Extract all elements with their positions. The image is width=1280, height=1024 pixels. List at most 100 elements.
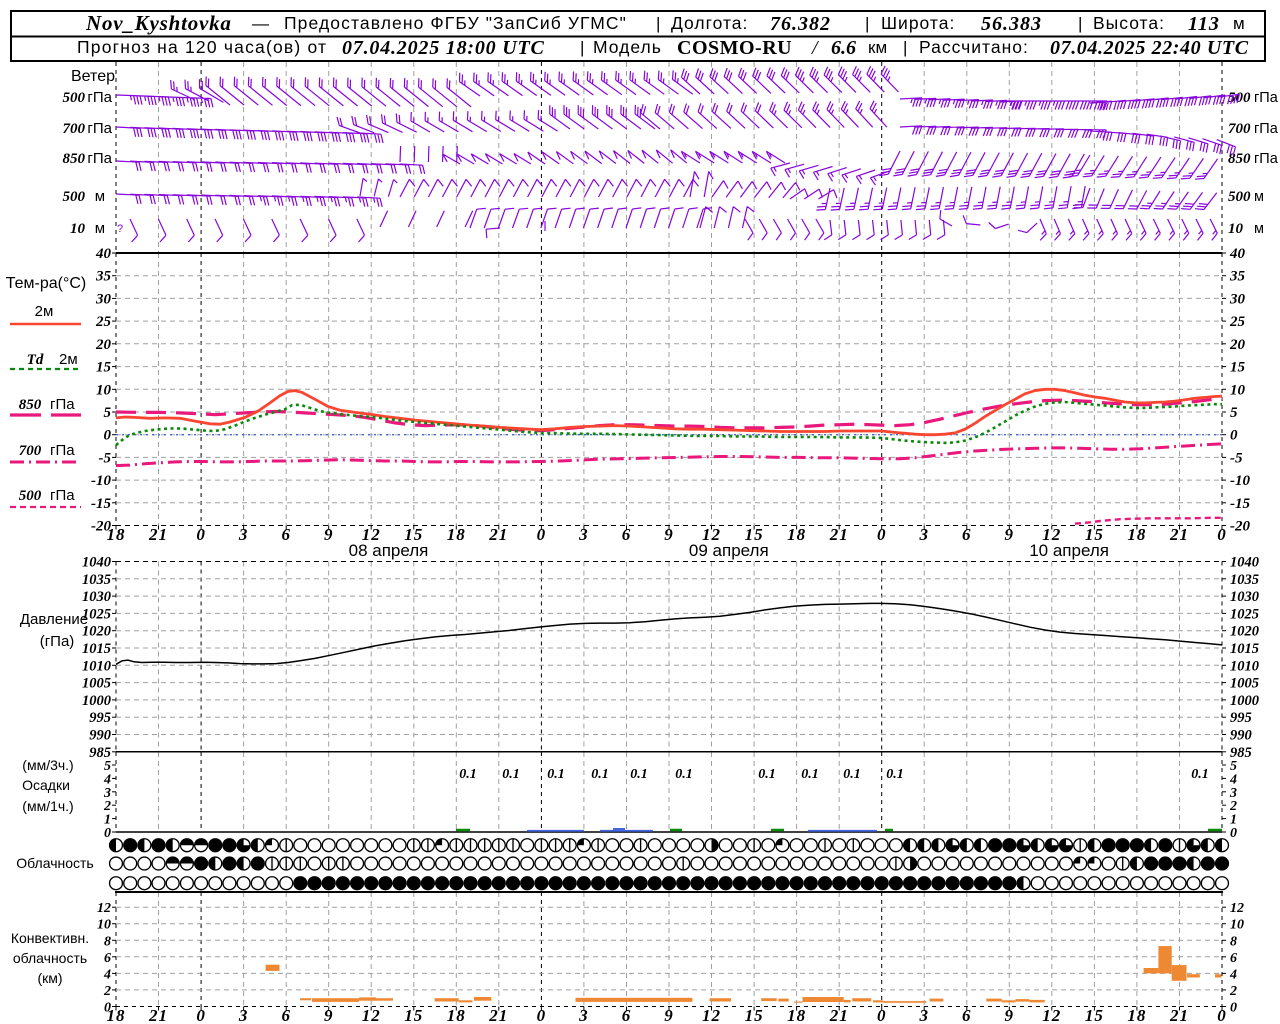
svg-text:18: 18 — [447, 1006, 466, 1024]
svg-text:1005: 1005 — [1230, 676, 1259, 692]
svg-text:985: 985 — [89, 745, 111, 761]
svg-text:гПа: гПа — [87, 150, 112, 167]
svg-text:0.1: 0.1 — [758, 767, 776, 782]
svg-text:3: 3 — [578, 1006, 589, 1024]
svg-text:18: 18 — [107, 1006, 126, 1024]
svg-text:м: м — [95, 220, 105, 237]
svg-text:10: 10 — [1228, 221, 1244, 237]
svg-text:700: 700 — [1228, 121, 1251, 137]
svg-text:21: 21 — [829, 1006, 849, 1024]
svg-text:3: 3 — [238, 1006, 249, 1024]
svg-text:COSMO-RU: COSMO-RU — [677, 37, 792, 59]
svg-text:21: 21 — [488, 1006, 508, 1024]
svg-text:6: 6 — [962, 525, 972, 544]
svg-text:Осадки: Осадки — [22, 777, 70, 793]
svg-text:09 апреля: 09 апреля — [689, 541, 769, 560]
svg-text:(мм/1ч.): (мм/1ч.) — [22, 798, 73, 814]
svg-text:0: 0 — [877, 525, 887, 544]
svg-text:15: 15 — [745, 525, 764, 544]
svg-text:15: 15 — [404, 1006, 423, 1024]
svg-text:0: 0 — [1230, 826, 1237, 841]
svg-text:0.1: 0.1 — [547, 767, 565, 782]
svg-text:0.1: 0.1 — [675, 767, 693, 782]
svg-text:10: 10 — [97, 918, 111, 933]
svg-text:12: 12 — [362, 525, 381, 544]
svg-text:850: 850 — [63, 151, 86, 167]
svg-text:35: 35 — [95, 269, 112, 285]
svg-text:-15: -15 — [1230, 496, 1250, 512]
svg-text:500: 500 — [19, 488, 42, 504]
svg-text:|: | — [1078, 14, 1082, 33]
svg-text:облачность: облачность — [13, 950, 87, 966]
svg-text:гПа: гПа — [1254, 121, 1279, 137]
svg-text:500: 500 — [63, 90, 86, 106]
svg-text:07.04.2025 22:40 UTC: 07.04.2025 22:40 UTC — [1050, 37, 1249, 59]
svg-text:-20: -20 — [91, 519, 111, 535]
svg-text:12: 12 — [1042, 525, 1061, 544]
svg-text:500: 500 — [1228, 189, 1251, 205]
svg-text:1040: 1040 — [82, 555, 111, 571]
svg-text:3: 3 — [578, 525, 589, 544]
svg-text:18: 18 — [1127, 1006, 1146, 1024]
svg-text:м: м — [95, 188, 105, 205]
svg-text:1: 1 — [104, 813, 111, 828]
svg-text:м: м — [1254, 189, 1264, 205]
svg-text:500: 500 — [1228, 90, 1251, 106]
svg-text:35: 35 — [1229, 269, 1246, 285]
svg-text:Тем-ра(°C): Тем-ра(°C) — [6, 275, 87, 292]
svg-text:18: 18 — [107, 525, 126, 544]
svg-text:|: | — [580, 38, 584, 57]
svg-text:6: 6 — [622, 1006, 632, 1024]
svg-text:1020: 1020 — [82, 624, 111, 640]
svg-text:1025: 1025 — [1230, 606, 1259, 622]
svg-text:850: 850 — [1228, 151, 1251, 167]
svg-text:25: 25 — [1229, 314, 1246, 330]
svg-text:20: 20 — [1229, 337, 1246, 353]
svg-text:0: 0 — [1217, 1006, 1227, 1024]
svg-text:-20: -20 — [1230, 519, 1250, 535]
svg-text:1040: 1040 — [1230, 555, 1259, 571]
svg-text:0: 0 — [1217, 525, 1227, 544]
svg-text:0.1: 0.1 — [630, 767, 648, 782]
svg-text:гПа: гПа — [50, 396, 75, 413]
svg-text:18: 18 — [1127, 525, 1146, 544]
svg-text:995: 995 — [89, 710, 111, 726]
svg-text:5: 5 — [104, 405, 112, 421]
svg-text:(мм/3ч.): (мм/3ч.) — [22, 757, 73, 773]
svg-text:0: 0 — [196, 525, 206, 544]
svg-text:0.1: 0.1 — [801, 767, 819, 782]
svg-text:гПа: гПа — [1254, 90, 1279, 106]
svg-text:2: 2 — [1229, 984, 1237, 999]
svg-text:Широта:: Широта: — [881, 13, 955, 33]
svg-text:6: 6 — [622, 525, 632, 544]
svg-text:гПа: гПа — [1254, 151, 1279, 167]
svg-text:|: | — [903, 38, 907, 57]
svg-text:15: 15 — [1230, 360, 1246, 376]
svg-text:990: 990 — [89, 728, 111, 744]
svg-text:700: 700 — [19, 443, 42, 459]
svg-text:15: 15 — [1085, 525, 1104, 544]
svg-text:15: 15 — [1085, 1006, 1104, 1024]
svg-text:985: 985 — [1230, 745, 1252, 761]
svg-text:Прогноз на 120 часа(ов) от: Прогноз на 120 часа(ов) от — [77, 37, 327, 57]
svg-text:700: 700 — [63, 121, 86, 137]
svg-text:Высота:: Высота: — [1093, 13, 1165, 33]
svg-text:Nov_Kyshtovka: Nov_Kyshtovka — [85, 11, 232, 35]
svg-text:1035: 1035 — [1230, 572, 1259, 588]
svg-text:21: 21 — [829, 525, 849, 544]
svg-text:0.1: 0.1 — [886, 767, 904, 782]
svg-text:/: / — [811, 37, 820, 59]
svg-text:25: 25 — [95, 314, 112, 330]
svg-text:40: 40 — [1229, 246, 1246, 262]
svg-text:1005: 1005 — [82, 676, 111, 692]
svg-text:Td: Td — [27, 352, 44, 368]
svg-text:1010: 1010 — [82, 658, 111, 674]
svg-text:Модель: Модель — [593, 37, 662, 57]
svg-text:18: 18 — [447, 525, 466, 544]
svg-text:2: 2 — [103, 799, 111, 814]
svg-text:8: 8 — [104, 934, 111, 949]
svg-text:0.1: 0.1 — [1191, 767, 1209, 782]
svg-text:07.04.2025 18:00 UTC: 07.04.2025 18:00 UTC — [342, 37, 545, 59]
svg-text:10: 10 — [1230, 382, 1246, 398]
svg-text:3: 3 — [1229, 786, 1237, 801]
